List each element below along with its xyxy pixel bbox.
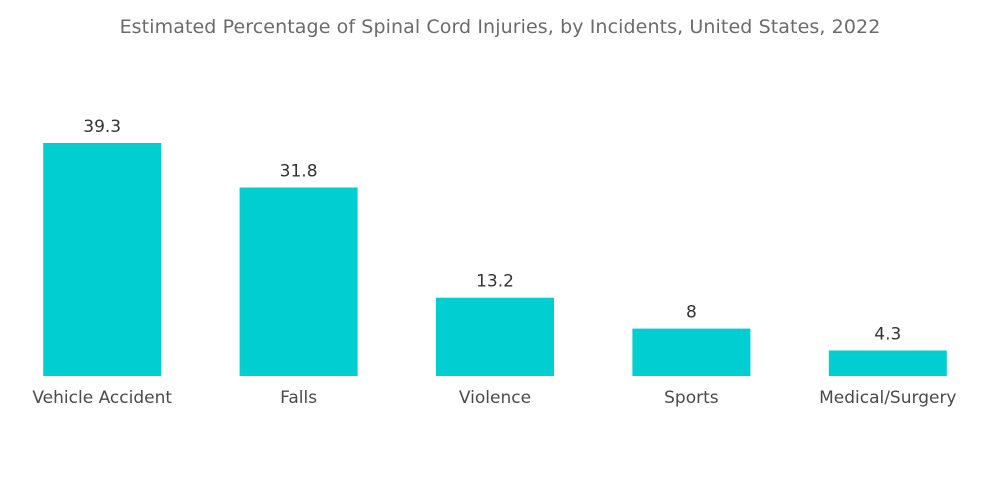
data-label: 8 (686, 303, 697, 323)
data-label: 4.3 (874, 325, 901, 345)
x-tick-label: Medical/Surgery (819, 388, 956, 408)
x-tick-label: Falls (280, 388, 317, 408)
data-label: 31.8 (280, 162, 318, 182)
x-tick-label: Violence (459, 388, 531, 408)
bar-falls (239, 187, 358, 376)
data-label: 39.3 (83, 117, 121, 137)
bar-vehicle-accident (43, 143, 162, 376)
tick-labels-layer: Vehicle Accident Falls Violence Sports Medic… (32, 388, 956, 408)
chart-title: Estimated Percentage of Spinal Cord Inju… (119, 16, 881, 38)
x-tick-label: Vehicle Accident (32, 388, 172, 408)
bars-layer (43, 143, 947, 376)
bar-medical-surgery (828, 350, 947, 376)
x-tick-label: Sports (664, 388, 719, 408)
bar-violence (436, 297, 554, 376)
value-labels-layer: 39.3 31.8 13.2 8 4.3 (83, 117, 901, 345)
data-label: 13.2 (476, 272, 514, 292)
bar-sports (632, 328, 751, 376)
